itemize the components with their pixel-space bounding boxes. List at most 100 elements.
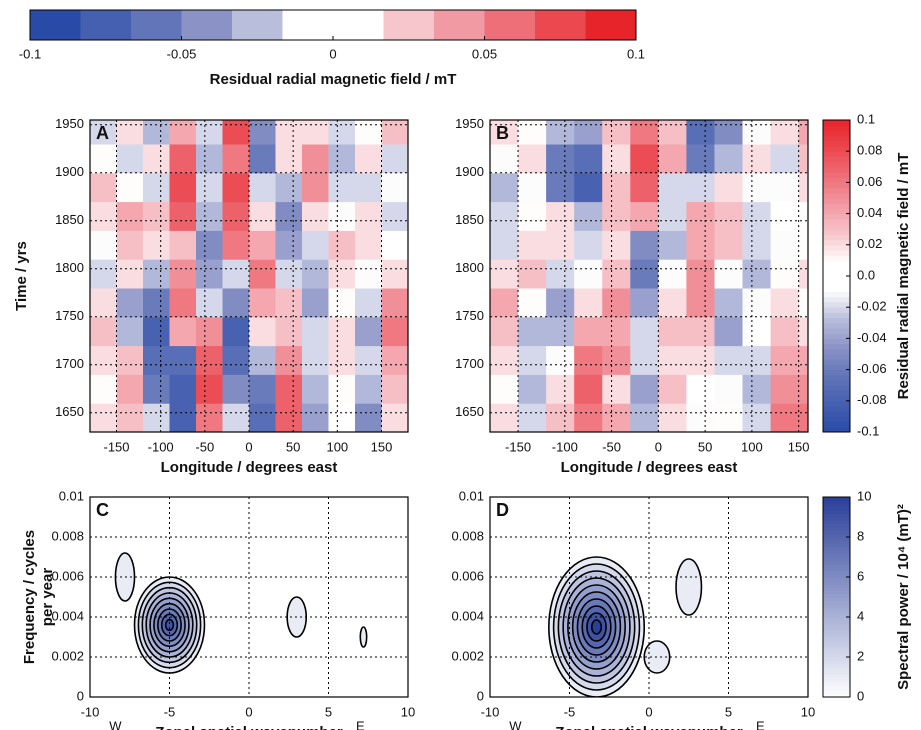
heat-cell [658, 230, 687, 260]
heat-cell [249, 345, 276, 375]
heat-cell [196, 374, 223, 404]
heat-cell [574, 316, 603, 347]
colorbar-cell [823, 426, 850, 433]
heat-cell [275, 120, 303, 145]
heat-cell [770, 345, 800, 375]
y-tick-label: 1800 [55, 260, 84, 275]
y-tick-label: 1650 [55, 404, 84, 419]
heat-cell [742, 144, 772, 174]
heat-cell [546, 374, 575, 404]
colorbar-tick-label: 4 [857, 608, 864, 623]
heat-cell [574, 230, 603, 260]
heat-cell [249, 120, 276, 145]
heat-cell [490, 374, 519, 404]
heat-cell [196, 259, 223, 289]
heat-cell [714, 345, 744, 375]
heat-cell [574, 288, 603, 318]
x-axis-label: Longitude / degrees east [561, 459, 738, 476]
colorbar-cell [823, 421, 850, 428]
colorbar-tick-label: 0.1 [627, 46, 645, 61]
colorbar-cell [823, 182, 850, 189]
heat-cell [328, 120, 356, 145]
contour [675, 558, 703, 616]
heat-cell [546, 316, 575, 347]
colorbar-cell [823, 593, 850, 598]
y-tick-label: 1700 [55, 356, 84, 371]
heat-cell [742, 403, 772, 432]
heat-cell [490, 201, 519, 231]
y-tick-label: 1900 [455, 164, 484, 179]
heat-cell [169, 259, 197, 289]
heat-cell [630, 403, 659, 432]
heat-cell [302, 345, 329, 375]
heat-cell [355, 316, 382, 347]
heat-cell [630, 172, 659, 203]
colorbar-cell [823, 590, 850, 595]
colorbar-cell [823, 673, 850, 678]
colorbar-cell [823, 343, 850, 350]
heat-cell [798, 230, 808, 260]
y-axis-label: per year [39, 568, 56, 627]
heat-cell [116, 201, 144, 231]
colorbar-tick-label: 0.08 [857, 143, 882, 158]
heat-cell [714, 316, 744, 347]
heat-cell [686, 172, 715, 203]
colorbar-cell [823, 640, 850, 645]
x-axis-label: Longitude / degrees east [161, 459, 338, 476]
colorbar-cell [823, 411, 850, 417]
heat-cell [355, 120, 382, 145]
colorbar-cell [823, 690, 850, 695]
heat-cell [658, 144, 687, 174]
heat-cell [169, 144, 197, 174]
colorbar-cell [232, 10, 283, 40]
heat-cell [574, 259, 603, 289]
heat-cell [574, 201, 603, 231]
plot-frame [489, 119, 809, 433]
heat-cell [90, 374, 117, 404]
heat-cell [116, 316, 144, 347]
y-tick-label: 1750 [455, 308, 484, 323]
heat-cell [686, 345, 715, 375]
heat-cell [770, 403, 800, 432]
plot-frame [489, 496, 809, 698]
y-axis-label: Time / yrs [13, 241, 30, 311]
heat-cell [381, 230, 408, 260]
x-tick-label: 100 [326, 439, 348, 454]
heat-cell [686, 259, 715, 289]
y-tick-label: 1800 [455, 260, 484, 275]
x-tick-label: 0 [245, 439, 252, 454]
heat-cell [90, 120, 117, 145]
colorbar-cell [823, 333, 850, 339]
heat-cell [742, 172, 772, 203]
heat-cell [714, 201, 744, 231]
y-tick-label: 1850 [455, 212, 484, 227]
colorbar-cell [823, 687, 850, 691]
colorbar-cell [823, 627, 850, 631]
panel-label: B [496, 123, 509, 143]
heat-cell [302, 201, 329, 231]
colorbar-cell [823, 229, 850, 235]
colorbar-cell [823, 603, 850, 608]
heat-cell [355, 172, 382, 203]
colorbar-cell [823, 610, 850, 615]
colorbar-cell [823, 317, 850, 324]
colorbar-tick-label: 0.05 [472, 46, 497, 61]
heat-cell [116, 288, 144, 318]
heat-cell [116, 144, 144, 174]
heat-cell [546, 259, 575, 289]
heat-cell [770, 259, 800, 289]
heat-cell [742, 345, 772, 375]
heat-cell [143, 144, 170, 174]
heat-cell [355, 403, 382, 432]
heat-cell [546, 172, 575, 203]
colorbar-cell [823, 683, 850, 688]
x-tick-label: 0 [245, 704, 252, 719]
heat-cell [275, 230, 303, 260]
x-tick-label: 50 [698, 439, 712, 454]
colorbar-cell [823, 620, 850, 625]
heat-cell [798, 345, 808, 375]
heat-cell [143, 259, 170, 289]
colorbar-cell [823, 166, 850, 173]
x-tick-label: 0 [645, 704, 652, 719]
heat-cell [169, 316, 197, 347]
